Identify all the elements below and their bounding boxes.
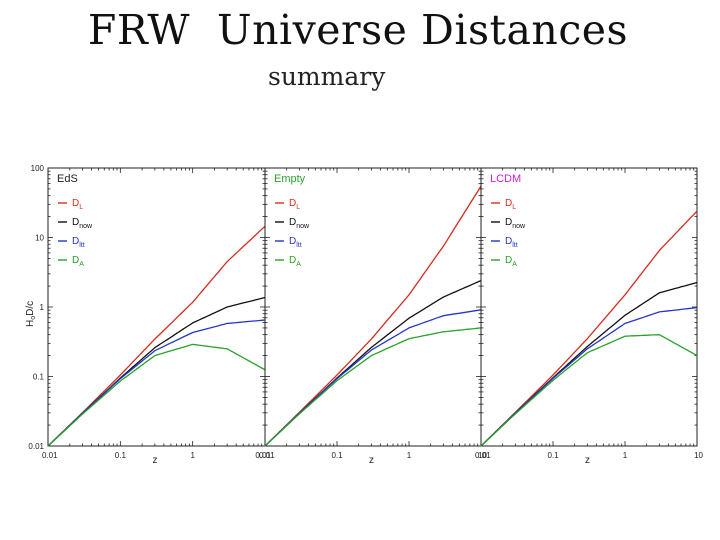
x-tick-label: 0.01 xyxy=(259,451,275,460)
series-line-dl xyxy=(47,225,266,447)
legend-entry-dltt: Dltt xyxy=(72,236,85,249)
series-line-dnow xyxy=(47,296,266,447)
legend-entry-da: DA xyxy=(289,255,301,268)
y-tick-label: 10 xyxy=(35,234,44,243)
y-tick-label: 100 xyxy=(31,164,45,173)
x-tick-label: 1 xyxy=(407,451,412,460)
series-line-dl xyxy=(264,185,482,447)
x-tick-label: 0.1 xyxy=(547,451,559,460)
x-axis-label: z xyxy=(369,455,374,466)
x-tick-label: 0.01 xyxy=(42,451,58,460)
series-line-da xyxy=(47,343,266,447)
legend-entry-da: DA xyxy=(72,255,84,268)
y-tick-label: 0.01 xyxy=(28,442,44,451)
y-tick-label: 0.1 xyxy=(33,373,45,382)
legend-entry-dl: DL xyxy=(505,198,516,211)
panel-eds: 0.01 0.1 1 0.01 z EdS DL Dnow Dltt DA xyxy=(42,167,272,466)
series-line-da xyxy=(264,327,482,447)
x-tick-label: 0.01 xyxy=(255,451,271,460)
x-tick-label: 10 xyxy=(694,451,703,460)
panel-label: LCDM xyxy=(490,173,521,185)
series-line-dltt xyxy=(264,309,482,447)
x-axis-label: z xyxy=(585,455,590,466)
x-axis-label: z xyxy=(153,455,158,466)
x-tick-label: 1 xyxy=(190,451,195,460)
x-tick-label: 0.01 xyxy=(475,451,491,460)
series-line-da xyxy=(480,334,698,447)
y-axis-label: HoD/c xyxy=(25,301,37,327)
panel-lcdm: 0.01 0.1 1 10 z LCDM DL Dnow Dltt DA xyxy=(475,167,704,466)
legend-entry-dnow: Dnow xyxy=(505,217,526,230)
series-line-dnow xyxy=(480,281,698,447)
x-tick-label: 0.1 xyxy=(115,451,127,460)
x-tick-label: 0.1 xyxy=(331,451,343,460)
legend-entry-dltt: Dltt xyxy=(505,236,518,249)
legend-entry-dl: DL xyxy=(289,198,300,211)
slide-title: FRW Universe Distances xyxy=(87,6,629,54)
legend-entry-dnow: Dnow xyxy=(289,217,310,230)
legend-entry-dl: DL xyxy=(72,198,83,211)
x-tick-label: 1 xyxy=(623,451,628,460)
series-line-dltt xyxy=(480,306,698,447)
panel-label: Empty xyxy=(274,173,306,185)
series-line-dltt xyxy=(47,319,266,447)
y-tick-label: 1 xyxy=(40,303,45,312)
panel-label: EdS xyxy=(57,173,78,185)
slide-subtitle: summary xyxy=(268,62,386,91)
x-tick-label: 10 xyxy=(478,451,487,460)
series-line-dnow xyxy=(264,280,482,447)
panel-empty: 0.01 0.1 1 10 z Empty DL Dnow Dltt DA xyxy=(259,167,488,466)
legend-entry-dnow: Dnow xyxy=(72,217,93,230)
legend-entry-dltt: Dltt xyxy=(289,236,302,249)
legend-entry-da: DA xyxy=(505,255,517,268)
